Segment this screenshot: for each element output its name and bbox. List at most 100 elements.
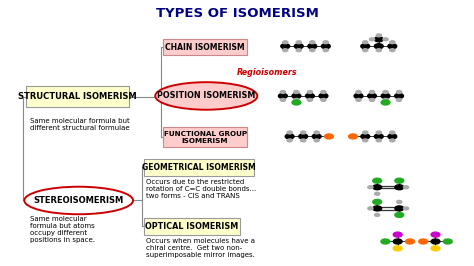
Circle shape <box>323 41 328 44</box>
Circle shape <box>374 134 383 139</box>
Circle shape <box>390 139 395 142</box>
Circle shape <box>363 139 368 142</box>
Circle shape <box>419 239 428 244</box>
FancyBboxPatch shape <box>144 159 255 176</box>
Text: Same molecular formula but
different structural formulae: Same molecular formula but different str… <box>30 118 130 131</box>
Circle shape <box>373 206 382 211</box>
Circle shape <box>287 139 292 142</box>
Circle shape <box>363 41 368 44</box>
Text: TYPES OF ISOMERISM: TYPES OF ISOMERISM <box>155 7 319 20</box>
Circle shape <box>376 34 382 37</box>
Circle shape <box>296 49 301 52</box>
Circle shape <box>283 41 288 44</box>
Circle shape <box>403 207 409 210</box>
Circle shape <box>388 44 397 49</box>
Circle shape <box>443 239 452 244</box>
Circle shape <box>294 98 299 101</box>
Circle shape <box>383 90 388 93</box>
Circle shape <box>369 98 374 101</box>
Circle shape <box>287 131 292 134</box>
Circle shape <box>406 239 414 244</box>
Circle shape <box>294 90 299 93</box>
Circle shape <box>383 98 388 101</box>
Circle shape <box>381 239 390 244</box>
Circle shape <box>280 90 285 93</box>
Circle shape <box>374 192 380 195</box>
Circle shape <box>314 131 319 134</box>
Circle shape <box>356 98 361 101</box>
Circle shape <box>361 44 370 49</box>
Circle shape <box>393 232 402 237</box>
Circle shape <box>395 178 404 183</box>
Circle shape <box>396 90 401 93</box>
Circle shape <box>308 44 317 49</box>
Circle shape <box>310 41 315 44</box>
Circle shape <box>383 38 388 41</box>
Circle shape <box>393 239 402 244</box>
Circle shape <box>361 134 370 139</box>
Circle shape <box>325 134 333 139</box>
Circle shape <box>396 98 401 101</box>
Circle shape <box>314 139 319 142</box>
Text: POSITION ISOMERISM: POSITION ISOMERISM <box>157 92 255 101</box>
Circle shape <box>321 90 326 93</box>
Circle shape <box>296 41 301 44</box>
Circle shape <box>397 201 402 203</box>
Circle shape <box>283 49 288 52</box>
Circle shape <box>374 214 380 217</box>
Circle shape <box>431 246 440 251</box>
Text: CHAIN ISOMERISM: CHAIN ISOMERISM <box>165 43 245 52</box>
Circle shape <box>356 90 361 93</box>
FancyBboxPatch shape <box>144 218 240 235</box>
Circle shape <box>285 134 294 139</box>
Circle shape <box>312 134 321 139</box>
Text: STRUCTURAL ISOMERISM: STRUCTURAL ISOMERISM <box>18 92 137 101</box>
Circle shape <box>321 44 330 49</box>
Circle shape <box>348 134 357 139</box>
Circle shape <box>431 239 440 244</box>
Circle shape <box>390 41 395 44</box>
Circle shape <box>381 93 390 98</box>
Circle shape <box>301 139 306 142</box>
Circle shape <box>393 246 402 251</box>
Circle shape <box>376 131 382 134</box>
Circle shape <box>363 49 368 52</box>
Circle shape <box>376 49 382 52</box>
Text: OPTICAL ISOMERISM: OPTICAL ISOMERISM <box>146 222 239 231</box>
Circle shape <box>395 185 404 190</box>
Text: STEREOISOMERISM: STEREOISOMERISM <box>34 196 124 205</box>
Text: Same molecular
formula but atoms
occupy different
positions in space.: Same molecular formula but atoms occupy … <box>30 216 95 243</box>
Circle shape <box>369 90 374 93</box>
Circle shape <box>395 93 403 98</box>
Circle shape <box>321 98 326 101</box>
Text: Occurs when molecules have a
chiral centre.  Get two non-
superimposable mirror : Occurs when molecules have a chiral cent… <box>146 238 255 258</box>
Circle shape <box>390 131 395 134</box>
Circle shape <box>373 200 382 204</box>
Circle shape <box>292 93 301 98</box>
Circle shape <box>431 232 440 237</box>
Circle shape <box>363 131 368 134</box>
Circle shape <box>373 185 382 190</box>
Circle shape <box>354 93 363 98</box>
Circle shape <box>319 93 328 98</box>
Circle shape <box>310 49 315 52</box>
Circle shape <box>374 44 383 49</box>
Circle shape <box>395 213 404 217</box>
Circle shape <box>301 131 306 134</box>
Circle shape <box>278 93 287 98</box>
Circle shape <box>307 98 312 101</box>
Circle shape <box>281 44 290 49</box>
Ellipse shape <box>155 82 257 110</box>
Circle shape <box>374 37 383 42</box>
Circle shape <box>280 98 285 101</box>
Circle shape <box>306 93 314 98</box>
Circle shape <box>294 44 303 49</box>
Circle shape <box>368 207 373 210</box>
Circle shape <box>381 100 390 105</box>
Circle shape <box>369 38 374 41</box>
Circle shape <box>307 90 312 93</box>
Circle shape <box>292 100 301 105</box>
Text: Occurs due to the restricted
rotation of C=C double bonds...
two forms - CIS and: Occurs due to the restricted rotation of… <box>146 179 256 199</box>
FancyBboxPatch shape <box>26 86 129 107</box>
Circle shape <box>299 134 308 139</box>
